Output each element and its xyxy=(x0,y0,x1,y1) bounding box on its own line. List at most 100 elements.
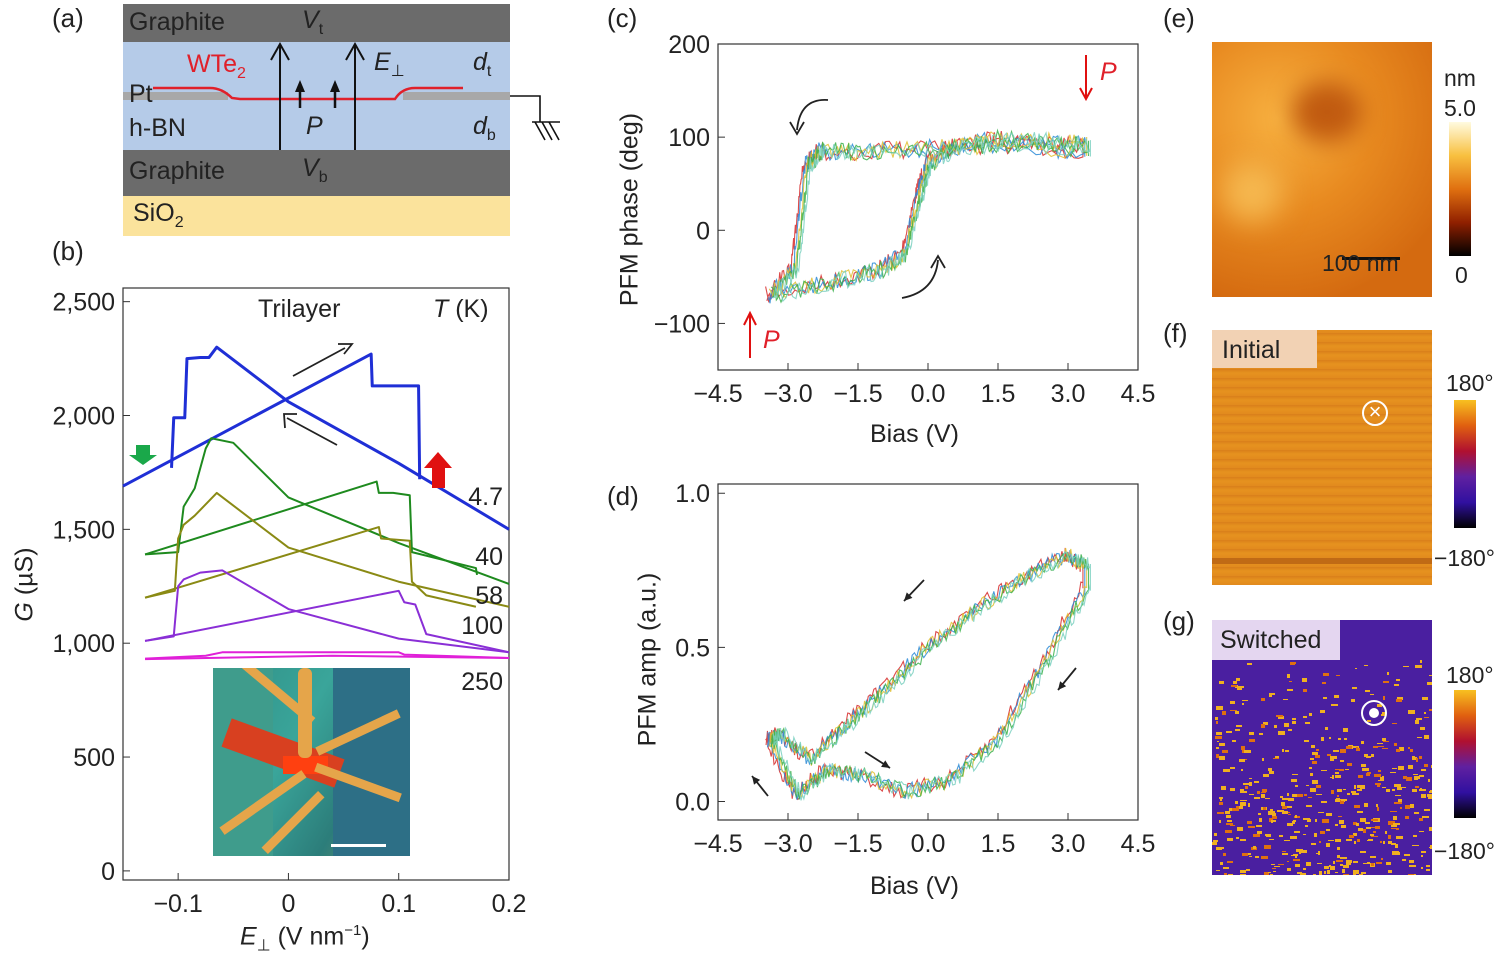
scale-bar-label: 100 nm xyxy=(1322,250,1399,276)
chart-d-xtick-label: 1.5 xyxy=(981,830,1016,858)
chart-c-xtick-label: 0.0 xyxy=(911,380,946,408)
series-58K-forward-line xyxy=(144,526,477,608)
chart-d-xtick-label: 0.0 xyxy=(911,830,946,858)
chart-d-ytick-label: 0.0 xyxy=(675,789,710,817)
switched-label: Switched xyxy=(1220,626,1322,654)
series-100K-backward-line xyxy=(144,569,510,654)
chart-b-ylabel-unit: (µS) xyxy=(10,547,39,596)
chart-b-xtick-label: −0.1 xyxy=(153,890,202,918)
db-subscript: b xyxy=(486,127,496,144)
chart-d-xtick-label: −1.5 xyxy=(833,830,882,858)
legend-title-unit: (K) xyxy=(455,295,489,323)
sweep-arrowhead-icon xyxy=(904,592,913,601)
chart-b-xlabel-sub: ⊥ xyxy=(256,937,271,955)
chart-b-xtick-label: 0 xyxy=(281,890,295,918)
chart-d-xtick-label: −3.0 xyxy=(763,830,812,858)
chart-b-ytick-label: 1,000 xyxy=(52,630,115,658)
colorbar-min-f: −180° xyxy=(1434,545,1496,571)
height-colorbar xyxy=(1449,122,1471,256)
sio2-layer xyxy=(123,196,510,236)
vt-label: V xyxy=(302,6,319,34)
series-250K-backward-line xyxy=(145,651,510,660)
graphite-top-label: Graphite xyxy=(129,8,225,36)
temperature-label-100: 100 xyxy=(461,612,503,640)
polarization-label-top: P xyxy=(1100,58,1117,86)
db-label: d xyxy=(473,112,487,140)
temperature-label-4.7: 4.7 xyxy=(468,483,503,511)
panel-label-d: (d) xyxy=(607,481,639,511)
chart-c-ytick-label: −100 xyxy=(654,310,710,338)
vb-subscript: b xyxy=(318,169,328,186)
panel-label-e: (e) xyxy=(1163,3,1195,33)
pfm-phase-switched-image xyxy=(1212,620,1432,875)
phase-colorbar-g xyxy=(1454,690,1476,818)
pfm-phase-initial-image: × xyxy=(1212,330,1432,585)
chart-c-xtick-label: −1.5 xyxy=(833,380,882,408)
chart-b-ytick-label: 2,500 xyxy=(52,289,115,317)
temperature-label-40: 40 xyxy=(475,543,503,571)
e-field-label: E xyxy=(374,48,391,76)
chart-b-ytick-label: 2,000 xyxy=(52,403,115,431)
cross-marker-icon: × xyxy=(1362,400,1388,426)
e-field-subscript: ⊥ xyxy=(390,63,405,80)
sweep-arrow-down-icon xyxy=(789,99,829,136)
chart-b-xlabel-unit: (V nm xyxy=(277,922,345,951)
series-250K-forward-line xyxy=(145,654,510,661)
scale-bar xyxy=(331,844,386,847)
panel-label-f: (f) xyxy=(1163,318,1188,348)
chart-b-title: Trilayer xyxy=(258,295,341,323)
scale-bar xyxy=(1342,257,1400,260)
chart-d-loop-trace-4 xyxy=(772,551,1091,801)
colorbar-min-g: −180° xyxy=(1434,838,1496,864)
chart-c-xtick-label: −3.0 xyxy=(763,380,812,408)
sio2-label: SiO xyxy=(133,199,175,227)
chart-d-xtick-label: 4.5 xyxy=(1121,830,1156,858)
chart-c-xtick-label: −4.5 xyxy=(693,380,742,408)
chart-d-ytick-label: 0.5 xyxy=(675,634,710,662)
panel-label-b: (b) xyxy=(52,236,84,266)
device-micrograph-inset xyxy=(213,668,410,856)
phase-colorbar-f xyxy=(1454,400,1476,528)
wte2-subscript: 2 xyxy=(237,65,246,82)
sweep-arrowhead-icon xyxy=(752,776,761,785)
chart-b-ytick-label: 1,500 xyxy=(52,516,115,544)
colorbar-max: 5.0 xyxy=(1444,95,1476,121)
chart-c-xtick-label: 3.0 xyxy=(1051,380,1086,408)
sweep-arrowhead-icon xyxy=(881,760,890,768)
series-4.7K-forward-line xyxy=(122,352,422,488)
sweep-arrow-up-icon xyxy=(901,254,946,299)
chart-d-ylabel: PFM amp (a.u.) xyxy=(633,572,662,747)
sweep-arrow-forward-icon xyxy=(292,343,354,377)
colorbar-min: 0 xyxy=(1455,262,1468,288)
polarization-label: P xyxy=(306,112,323,140)
chart-d-xtick-label: 3.0 xyxy=(1051,830,1086,858)
chart-d-ytick-label: 1.0 xyxy=(675,480,710,508)
wte2-label: WTe xyxy=(187,50,237,78)
polarization-down-arrow-icon xyxy=(1079,55,1093,102)
chart-d-xlabel: Bias (V) xyxy=(870,872,959,900)
polarization-label-bottom: P xyxy=(763,326,780,354)
panel-label-a: (a) xyxy=(52,3,84,33)
dot-marker-icon xyxy=(1361,700,1387,726)
chart-c-ytick-label: 100 xyxy=(668,124,710,152)
legend-title-var: T xyxy=(433,295,449,323)
series-40K-forward-line xyxy=(144,480,479,576)
initial-label: Initial xyxy=(1222,336,1281,364)
dt-subscript: t xyxy=(486,63,492,80)
temperature-label-250: 250 xyxy=(461,668,503,696)
graphite-top-layer xyxy=(123,4,510,42)
chart-b-xtick-label: 0.1 xyxy=(381,890,416,918)
chart-c-xtick-label: 1.5 xyxy=(981,380,1016,408)
chart-c-ylabel: PFM phase (deg) xyxy=(615,112,644,307)
chart-b-ytick-label: 500 xyxy=(73,744,115,772)
colorbar-max-g: 180° xyxy=(1446,662,1494,688)
panel-label-c: (c) xyxy=(607,3,638,33)
chart-b-ytick-label: 0 xyxy=(101,858,115,886)
sweep-arrow-backward-icon xyxy=(283,413,338,446)
chart-d-xtick-label: −4.5 xyxy=(693,830,742,858)
chart-c-ytick-label: 200 xyxy=(668,31,710,59)
sweep-arrowhead-icon xyxy=(1058,681,1067,690)
graphite-bottom-layer xyxy=(123,150,510,196)
vb-label: V xyxy=(302,154,319,182)
